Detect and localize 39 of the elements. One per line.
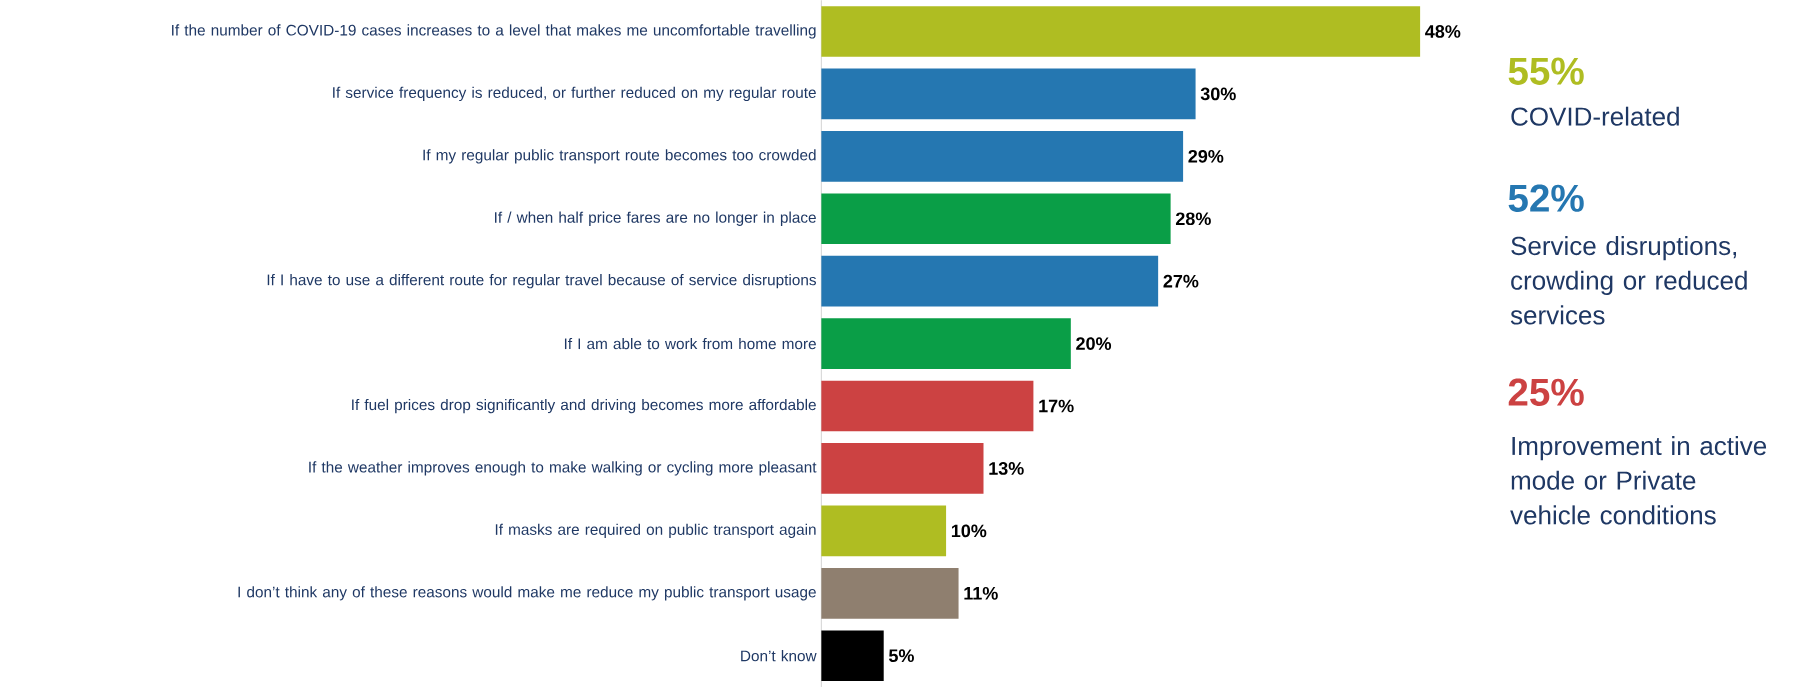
data-label: 27% [1163,274,1199,288]
y-tick-label: If masks are required on public transport again [495,523,816,538]
bar [821,68,1196,120]
y-tick-label: Don’t know [741,650,817,662]
y-tick-label: If my regular public transport route becomes too crowded [423,149,816,164]
text: Service disruptions, crowding or reduced services [1510,235,1747,325]
bar [821,567,959,619]
data-label: 17% [1039,399,1074,413]
text: Improvement in active mode or Private vehicle conditions [1510,435,1767,525]
bar [821,630,884,681]
data-label: 30% [1200,87,1236,101]
text: 52% [1508,184,1584,212]
data-label: 48% [1425,25,1461,38]
y-tick-label: If I have to use a different route for regular travel because of service disruptions [267,273,816,289]
data-label: 10% [951,524,987,538]
data-label: 5% [888,649,914,662]
data-label: 13% [989,461,1024,475]
y-tick-label: If fuel prices drop significantly and driving becomes more affordable [352,398,816,414]
bar [821,6,1421,57]
y-tick-label: If service frequency is reduced, or further reduced on my regular route [333,86,816,101]
y-tick-label: If the number of COVID-19 cases increases to a level that makes me uncomfortable travelling [172,24,816,39]
y-tick-label: If / when half price fares are no longer in place [495,211,816,226]
bar [821,443,984,494]
y-tick-label: If I am able to work from home more [564,337,816,350]
y-tick-label: If the weather improves enough to make walking or cycling more pleasant [309,461,817,476]
data-label: 11% [964,586,998,600]
text: 25% [1508,378,1584,406]
data-label: 29% [1188,149,1224,163]
bar [821,255,1159,307]
data-label: 20% [1076,337,1112,350]
text: COVID-related [1511,106,1679,126]
y-tick-label: I don’t think any of these reasons would make me reduce my public transport usage [238,586,816,601]
bar [821,380,1034,432]
text: 55% [1508,57,1584,85]
bar [821,193,1171,244]
bar [821,130,1184,182]
bar [821,318,1071,369]
data-label: 28% [1175,212,1211,226]
bar [821,505,947,557]
